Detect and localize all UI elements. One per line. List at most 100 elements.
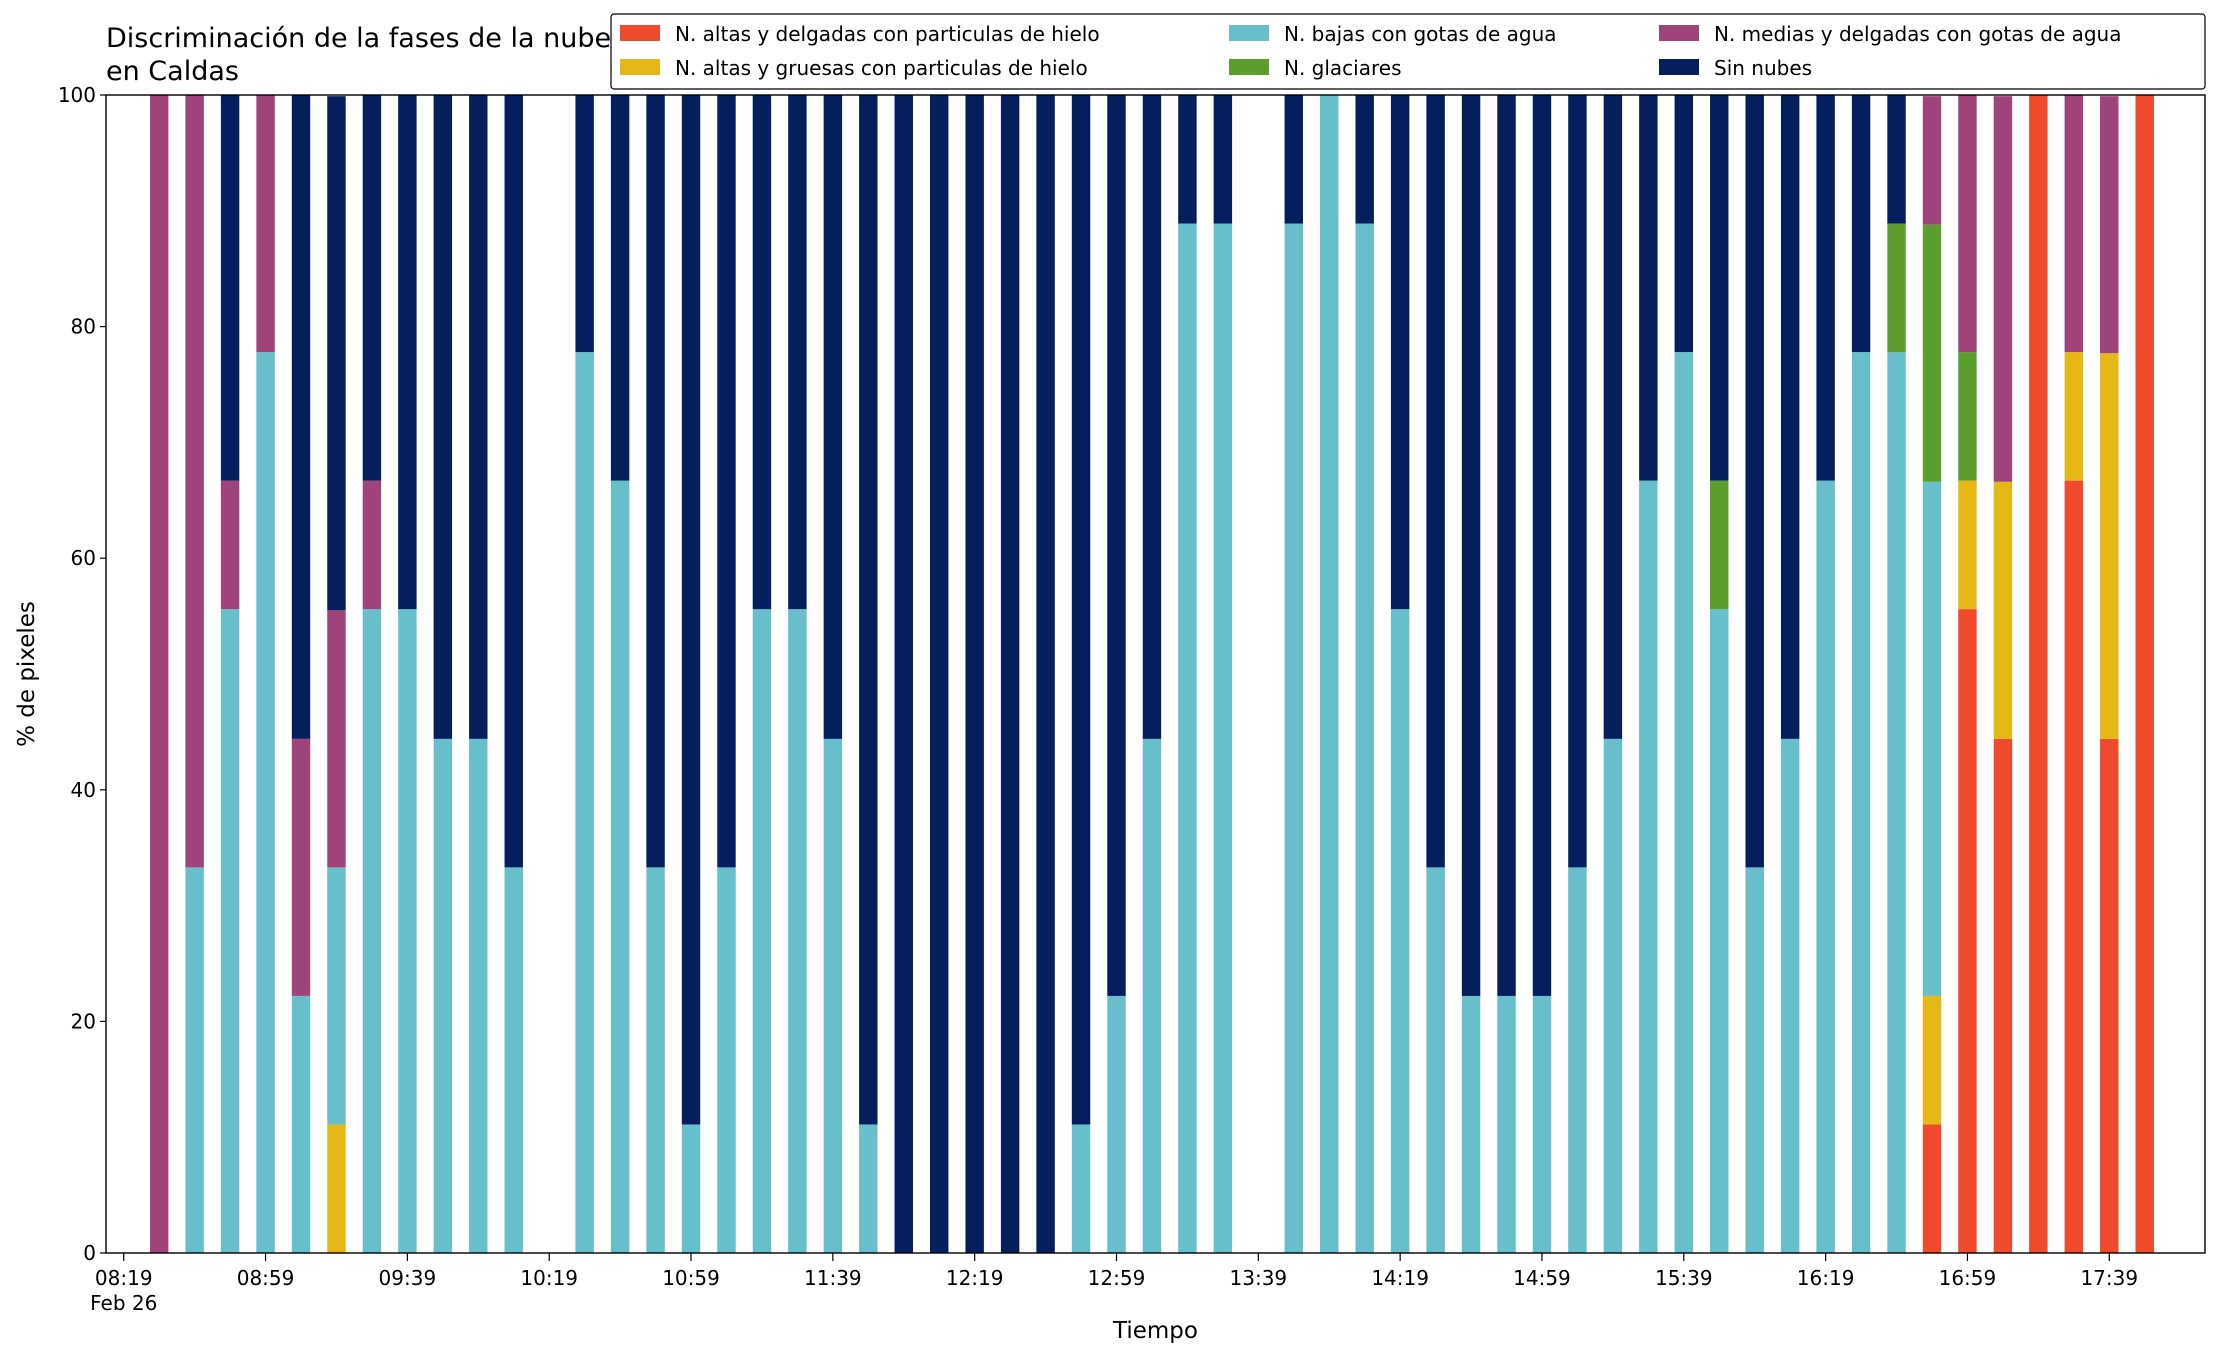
y-axis-label: % de pixeles [14,601,40,747]
bar-segment [1639,480,1658,1253]
legend-swatch [1659,25,1699,41]
bar-segment [2064,95,2084,353]
x-tick-label: 12:19 [946,1266,1004,1290]
legend-label: N. glaciares [1284,56,1402,80]
y-tick-label: 0 [83,1241,96,1265]
bar-segment [1958,352,1977,481]
bar-segment [327,1124,346,1253]
y-tick-label: 20 [71,1009,96,1033]
bar-segment [1816,95,1835,481]
plot-frame [105,94,2206,1254]
bar-segment [1993,738,2013,1253]
bar-segment [2064,480,2084,1253]
bar-segment [575,95,594,353]
y-tick-label: 80 [71,315,96,339]
bar-segment [823,738,843,1253]
legend-swatch [1659,59,1699,75]
x-tick-label: 16:59 [1939,1266,1997,1290]
x-tick-label: 12:59 [1088,1266,1146,1290]
bar-segment [1922,224,1942,482]
bar-segment [1922,995,1942,1125]
legend-label: N. medias y delgadas con gotas de agua [1714,22,2122,46]
bar-segment [1071,95,1091,1125]
bar-segment [610,480,630,1253]
bar-segment [2029,95,2048,1253]
bar-segment [398,95,417,610]
bar-segment [1107,95,1126,996]
bar-segment [1710,480,1729,610]
bar-segment [1639,95,1658,481]
x-tick-label: 15:39 [1655,1266,1713,1290]
bar-segment [2100,738,2119,1253]
bar-segment [1142,95,1162,739]
bar-segment [2064,352,2084,481]
bar-segment [1390,609,1410,1253]
bar-segment [1000,95,1020,1253]
bar-segment [256,95,275,353]
bar-segment [788,609,807,1253]
x-tick-label: 08:59 [237,1266,295,1290]
legend-swatch [620,59,660,75]
bar-segment [1780,738,1800,1253]
bar-segment [1178,95,1197,224]
legend-swatch [1229,59,1269,75]
x-tick-label: 11:39 [804,1266,862,1290]
bar-segment [327,610,346,868]
legend-swatch [1229,25,1269,41]
x-tick-label: 17:39 [2080,1266,2138,1290]
x-date-label: Feb 26 [90,1291,157,1315]
bar-segment [256,352,275,1253]
bar-segment [1958,609,1977,1253]
x-axis-label: Tiempo [1112,1318,1198,1344]
bar-segment [1993,481,2013,739]
bar-segment [717,95,736,868]
bar-segment [185,95,204,868]
y-tick-label: 60 [71,546,96,570]
bar-segment [752,609,772,1253]
bar-segment [681,95,701,1125]
bar-segment [327,867,346,1125]
bar-segment [1922,481,1942,996]
bar-segment [1958,480,1977,610]
bar-segment [1355,95,1374,224]
y-tick-label: 100 [58,83,96,107]
bar-segment [291,95,311,739]
bar-segment [1887,95,1906,224]
bar-segment [220,480,240,610]
x-tick-label: 16:19 [1797,1266,1855,1290]
bar-segment [1497,995,1516,1253]
x-tick-label: 14:19 [1371,1266,1429,1290]
bar-segment [2100,96,2119,354]
bar-segment [1142,738,1162,1253]
bar-segment [291,738,311,996]
bar-segment [823,95,843,739]
bar-segment [1390,95,1410,610]
x-tick-label: 10:19 [520,1266,578,1290]
bar-segment [504,867,523,1253]
bar-segment [1036,95,1055,1253]
bar-segment [362,609,382,1253]
bar-segment [362,480,382,610]
bar-segment [1887,223,1906,353]
bar-segment [1213,223,1233,1254]
bar-segment [1851,352,1871,1253]
bar-segment [291,995,311,1253]
bar-segment [1887,352,1906,1253]
x-tick-label: 10:59 [662,1266,720,1290]
bar-segment [1320,95,1339,1253]
bar-segment [1603,95,1623,739]
bar-segment [1284,95,1303,224]
bar-segment [1532,95,1552,996]
bar-segment [1532,995,1552,1253]
legend-label: N. altas y delgadas con particulas de hi… [675,22,1100,46]
bar-segment [1178,223,1197,1254]
bar-segment [1213,95,1233,224]
bar-segment [1426,95,1445,868]
bar-segment [504,95,523,868]
bar-segment [2135,95,2154,1253]
bar-segment [1071,1124,1091,1253]
bar-segment [1426,867,1445,1253]
bar-segment [859,95,878,1125]
bar-segment [752,95,772,610]
